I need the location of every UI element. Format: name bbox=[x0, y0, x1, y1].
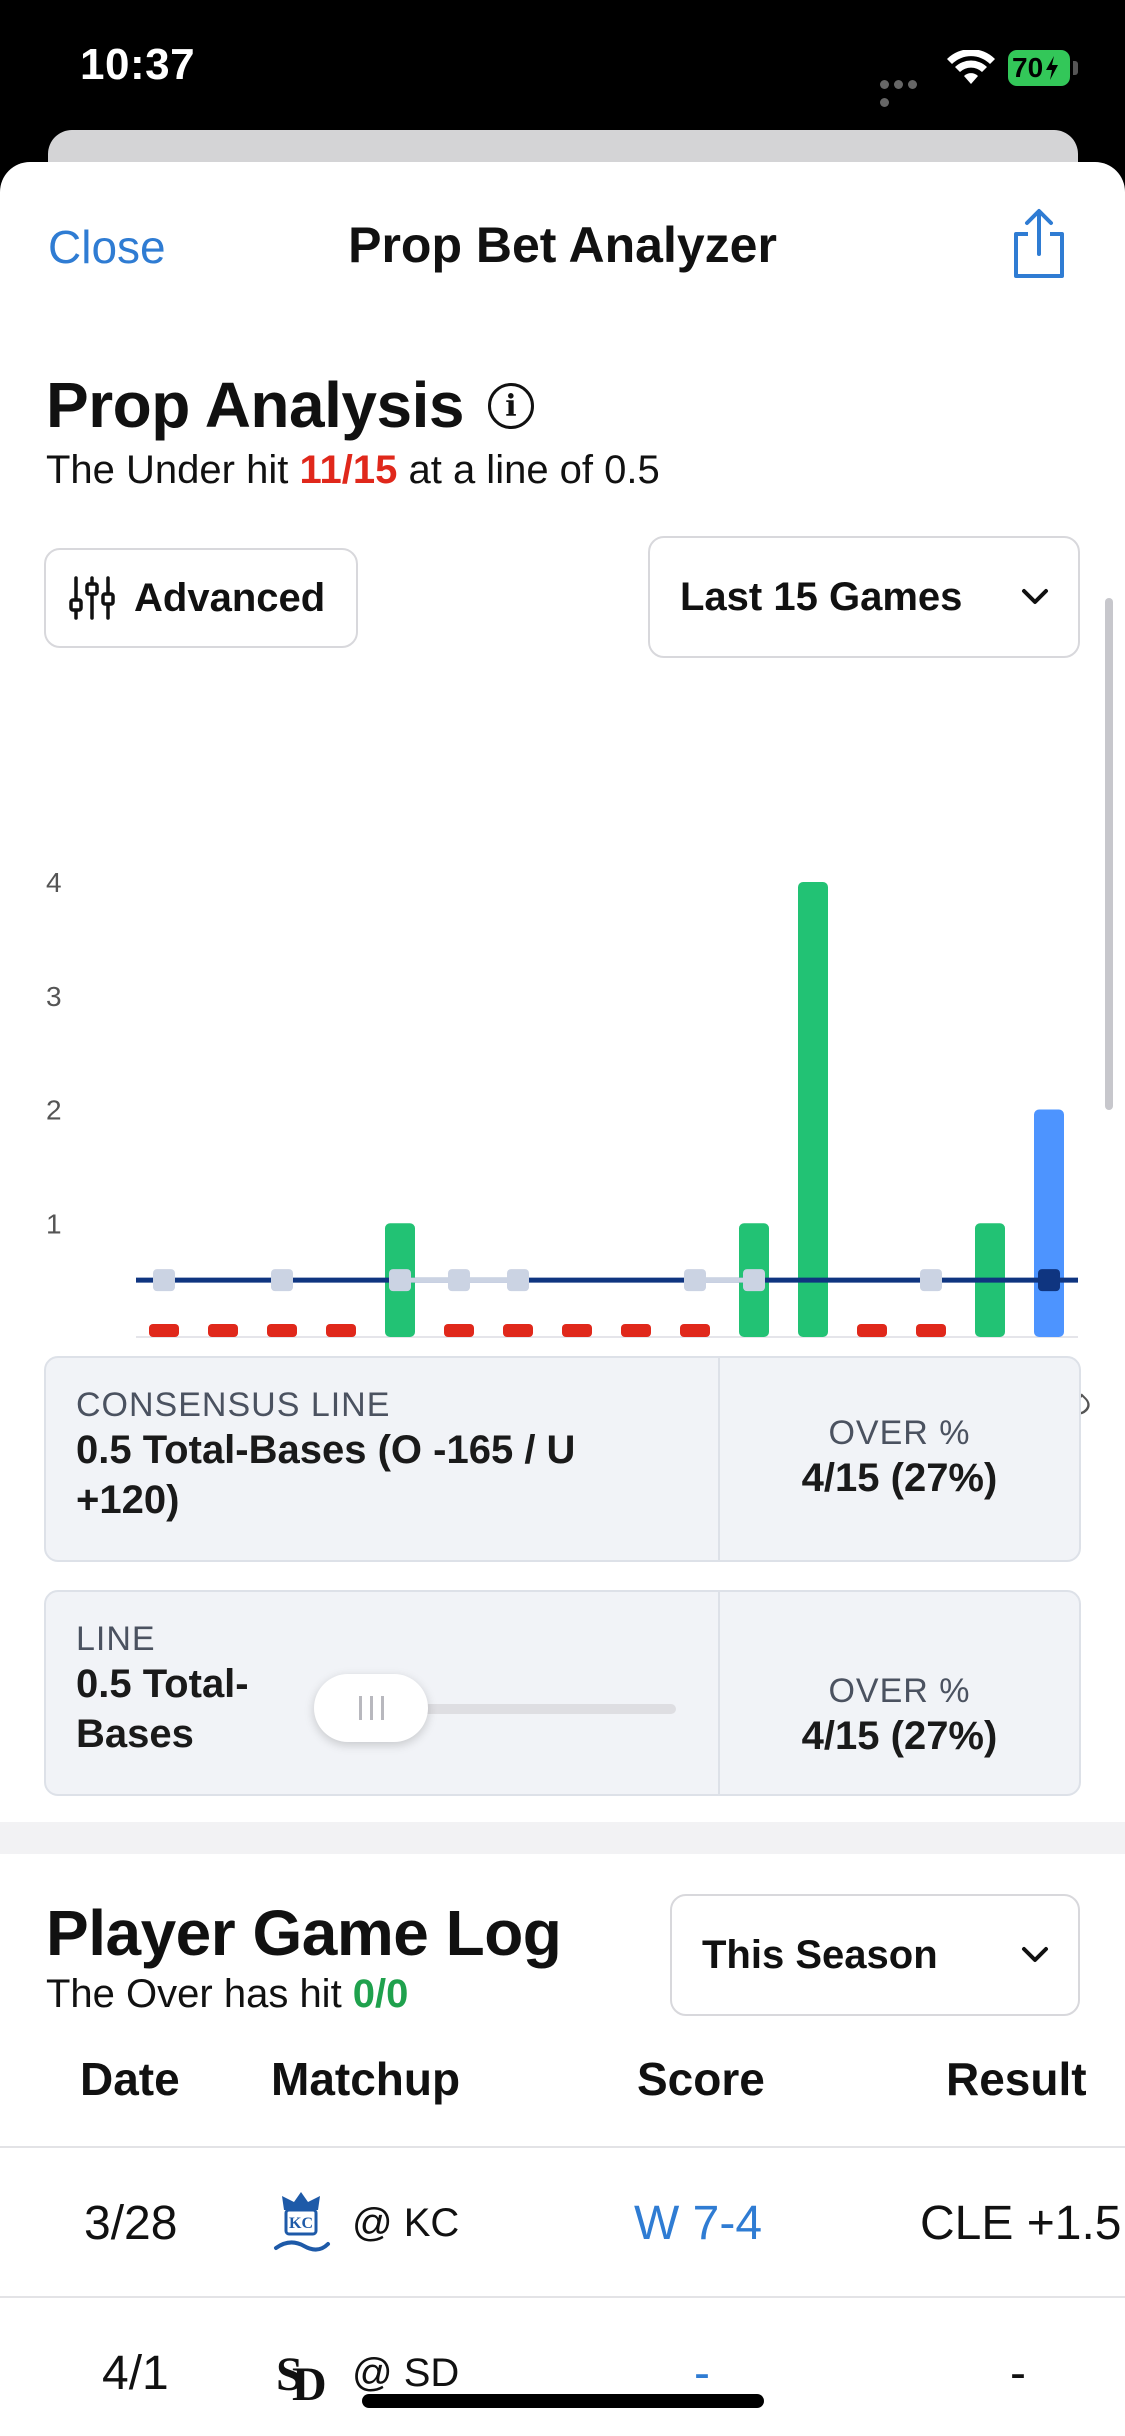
bar-zero bbox=[326, 1324, 356, 1337]
bar-zero bbox=[680, 1324, 710, 1337]
chevron-down-icon bbox=[1022, 589, 1048, 604]
row-result: - bbox=[1010, 2346, 1026, 2400]
line-value-line1: 0.5 Total- bbox=[76, 1662, 249, 1706]
home-indicator bbox=[362, 2394, 764, 2408]
row-matchup: KC @ KC bbox=[270, 2148, 459, 2298]
bar-zero bbox=[208, 1324, 238, 1337]
season-range-dropdown[interactable]: This Season bbox=[670, 1894, 1080, 2016]
under-hit-count: 11/15 bbox=[299, 448, 398, 492]
line-marker bbox=[271, 1269, 293, 1292]
bar-zero bbox=[916, 1324, 946, 1337]
line-slider-thumb[interactable] bbox=[314, 1674, 428, 1742]
subtitle-prefix: The Under hit bbox=[46, 448, 300, 492]
table-row[interactable]: 3/28 KC @ KC W 7-4 CLE +1.5 bbox=[0, 2146, 1125, 2296]
bar-zero bbox=[267, 1324, 297, 1337]
line-marker bbox=[153, 1269, 175, 1292]
wifi-icon bbox=[947, 50, 995, 84]
column-header-score[interactable]: Score bbox=[637, 2053, 765, 2105]
line-over-caption: OVER % bbox=[828, 1672, 971, 1710]
consensus-over-value: 4/15 (27%) bbox=[801, 1456, 998, 1500]
bar-zero bbox=[149, 1324, 179, 1337]
row-result: CLE +1.5 bbox=[920, 2196, 1122, 2250]
svg-text:D: D bbox=[292, 2358, 327, 2408]
battery-icon: 70 bbox=[1008, 50, 1070, 86]
sliders-icon bbox=[69, 576, 115, 620]
prop-analysis-subtitle: The Under hit 11/15 at a line of 0.5 bbox=[46, 448, 660, 493]
y-tick-label: 1 bbox=[46, 1208, 62, 1239]
line-caption: LINE bbox=[76, 1620, 156, 1658]
y-tick-label: 4 bbox=[46, 867, 62, 898]
column-header-matchup[interactable]: Matchup bbox=[271, 2053, 461, 2105]
row-score-link[interactable]: - bbox=[694, 2346, 710, 2400]
line-slider-track[interactable] bbox=[336, 1704, 676, 1714]
consensus-value-line2: +120) bbox=[76, 1478, 180, 1522]
advanced-button[interactable]: Advanced bbox=[44, 548, 358, 648]
season-range-label: This Season bbox=[702, 1932, 938, 1977]
game-log-subtitle-prefix: The Over has hit bbox=[46, 1972, 353, 2016]
row-score-link[interactable]: W 7-4 bbox=[634, 2196, 763, 2250]
games-range-dropdown[interactable]: Last 15 Games bbox=[648, 536, 1080, 658]
consensus-caption: CONSENSUS LINE bbox=[76, 1386, 391, 1424]
column-header-date[interactable]: Date bbox=[80, 2053, 180, 2105]
page-title: Prop Bet Analyzer bbox=[348, 217, 777, 273]
bar-zero bbox=[444, 1324, 474, 1337]
row-matchup-text: @ KC bbox=[352, 2200, 460, 2245]
table-row[interactable]: 4/1 S D @ SD - - bbox=[0, 2296, 1125, 2436]
column-header-result[interactable]: Result bbox=[946, 2053, 1087, 2105]
row-date: 4/1 bbox=[102, 2346, 169, 2400]
battery-level: 70 bbox=[1012, 52, 1044, 83]
bar bbox=[1034, 1109, 1064, 1337]
modal-sheet: Close Prop Bet Analyzer Prop Analysis i … bbox=[0, 162, 1125, 2436]
line-value-line2: Bases bbox=[76, 1712, 194, 1756]
battery-tip bbox=[1073, 61, 1078, 75]
y-tick-label: 3 bbox=[46, 981, 62, 1012]
card-divider bbox=[718, 1358, 720, 1560]
y-tick-label: 2 bbox=[46, 1095, 62, 1126]
line-marker bbox=[507, 1269, 529, 1292]
line-over-value: 4/15 (27%) bbox=[801, 1714, 998, 1758]
line-slider-card: LINE 0.5 Total- Bases OVER % 4/15 (27%) bbox=[44, 1590, 1081, 1796]
line-marker bbox=[743, 1269, 765, 1292]
close-button[interactable]: Close bbox=[48, 221, 166, 273]
game-log-subtitle: The Over has hit 0/0 bbox=[46, 1972, 408, 2017]
bar bbox=[798, 882, 828, 1337]
status-bar: 10:37 70 bbox=[0, 0, 1125, 130]
bar-zero bbox=[621, 1324, 651, 1337]
section-separator bbox=[0, 1822, 1125, 1854]
info-icon[interactable]: i bbox=[488, 383, 534, 429]
games-range-label: Last 15 Games bbox=[680, 574, 963, 619]
bar-zero bbox=[857, 1324, 887, 1337]
status-time: 10:37 bbox=[80, 40, 196, 89]
game-log-title: Player Game Log bbox=[46, 1897, 562, 1969]
consensus-line-card: CONSENSUS LINE 0.5 Total-Bases (O -165 /… bbox=[44, 1356, 1081, 1562]
svg-text:KC: KC bbox=[289, 2215, 313, 2232]
subtitle-suffix: at a line of 0.5 bbox=[397, 448, 660, 492]
royals-logo-icon: KC bbox=[274, 2192, 330, 2252]
line-marker bbox=[684, 1269, 706, 1292]
card-divider bbox=[718, 1592, 720, 1794]
share-icon[interactable] bbox=[1008, 206, 1070, 282]
scrollbar[interactable] bbox=[1105, 598, 1113, 1110]
row-matchup: S D @ SD bbox=[270, 2298, 459, 2436]
consensus-value-line1: 0.5 Total-Bases (O -165 / U bbox=[76, 1428, 576, 1472]
advanced-label: Advanced bbox=[134, 575, 326, 620]
over-hit-count: 0/0 bbox=[352, 1972, 409, 2016]
consensus-over-caption: OVER % bbox=[828, 1414, 971, 1452]
line-marker bbox=[1038, 1269, 1060, 1292]
line-marker bbox=[389, 1269, 411, 1292]
padres-logo-icon: S D bbox=[276, 2348, 327, 2408]
cellular-signal-icon bbox=[880, 76, 934, 107]
bar-zero bbox=[562, 1324, 592, 1337]
line-marker bbox=[920, 1269, 942, 1292]
prop-analysis-title: Prop Analysis bbox=[46, 369, 464, 441]
svg-text:S: S bbox=[276, 2348, 303, 2401]
chevron-down-icon bbox=[1022, 1947, 1048, 1962]
row-date: 3/28 bbox=[84, 2196, 178, 2250]
line-marker bbox=[448, 1269, 470, 1292]
row-matchup-text: @ SD bbox=[352, 2350, 460, 2395]
bar-zero bbox=[503, 1324, 533, 1337]
